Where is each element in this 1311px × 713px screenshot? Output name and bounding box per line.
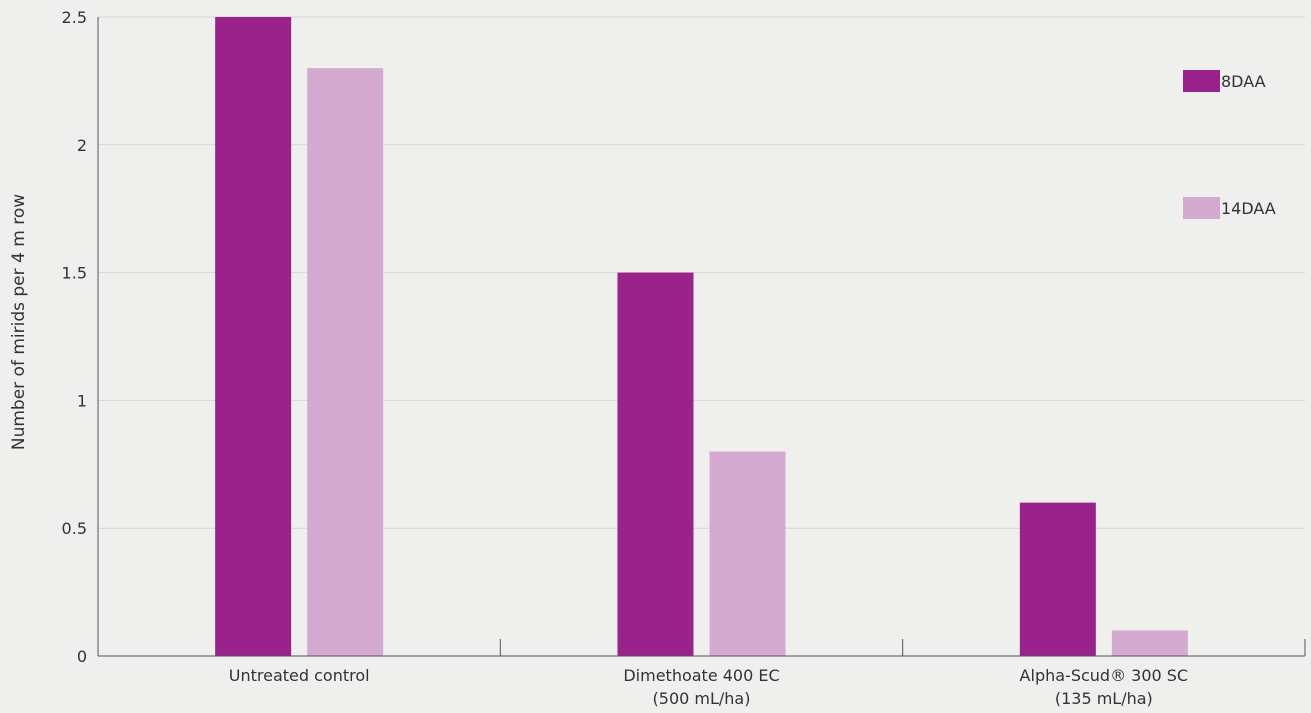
gridlines <box>98 16 1305 529</box>
legend-swatch-14daa <box>1183 197 1220 219</box>
bar-14daa <box>709 451 786 656</box>
x-category-label: (500 mL/ha) <box>653 689 751 708</box>
y-tick-label: 2 <box>77 136 87 155</box>
bars <box>215 17 1188 657</box>
y-tick-label: 0.5 <box>62 519 87 538</box>
bar-14daa <box>1111 630 1188 656</box>
y-tick-label: 1.5 <box>62 264 87 283</box>
y-axis-label: Number of mirids per 4 m row <box>9 194 29 450</box>
axes <box>97 17 1306 657</box>
legend: 8DAA 14DAA <box>1183 70 1276 219</box>
x-category-labels: Untreated control Dimethoate 400 EC (500 m… <box>229 666 1188 708</box>
y-tick-label: 2.5 <box>62 8 87 27</box>
bar-8daa <box>617 272 694 656</box>
legend-label-14daa: 14DAA <box>1221 199 1276 218</box>
x-category-label: Untreated control <box>229 666 370 685</box>
x-category-label: (135 mL/ha) <box>1055 689 1153 708</box>
x-category-label: Alpha-Scud® 300 SC <box>1020 666 1189 685</box>
x-category-label: Dimethoate 400 EC <box>623 666 779 685</box>
y-tick-labels: 0 0.5 1 1.5 2 2.5 <box>62 8 87 666</box>
y-tick-label: 0 <box>77 647 87 666</box>
bar-8daa <box>215 17 292 656</box>
y-tick-label: 1 <box>77 391 87 410</box>
legend-label-8daa: 8DAA <box>1221 72 1266 91</box>
legend-swatch-8daa <box>1183 70 1220 92</box>
bar-14daa <box>307 68 384 657</box>
bar-8daa <box>1019 502 1096 656</box>
